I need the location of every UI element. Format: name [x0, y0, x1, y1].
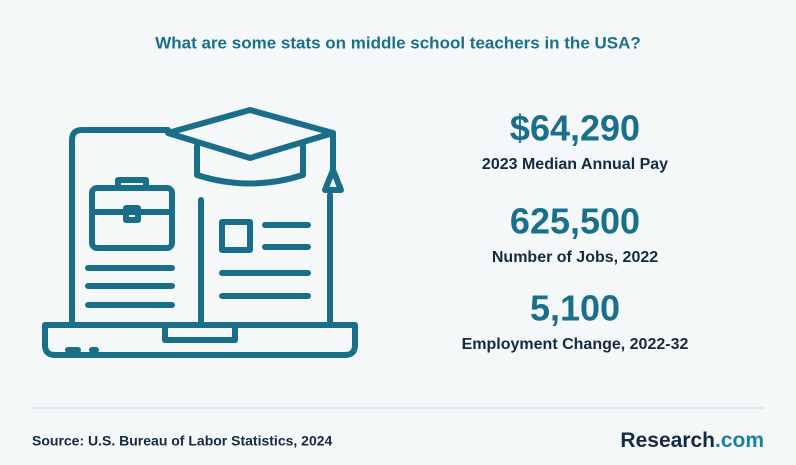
title: What are some stats on middle school tea… [155, 33, 641, 52]
stat-label: Number of Jobs, 2022 [492, 249, 658, 266]
stat-value: 5,100 [530, 288, 620, 329]
stat: 625,500 Number of Jobs, 2022 [492, 201, 658, 267]
stat: 5,100 Employment Change, 2022-32 [462, 288, 689, 354]
brand: Research.com [620, 429, 764, 452]
laptop-book-icon [42, 107, 358, 358]
brand-suffix: .com [715, 429, 764, 452]
stat-label: 2023 Median Annual Pay [482, 156, 668, 173]
source: Source: U.S. Bureau of Labor Statistics,… [32, 433, 333, 449]
stat: $64,290 2023 Median Annual Pay [482, 108, 668, 174]
stat-value: $64,290 [510, 108, 640, 149]
stat-value: 625,500 [510, 201, 640, 242]
brand-name: Research [620, 429, 715, 452]
stat-label: Employment Change, 2022-32 [462, 336, 689, 353]
